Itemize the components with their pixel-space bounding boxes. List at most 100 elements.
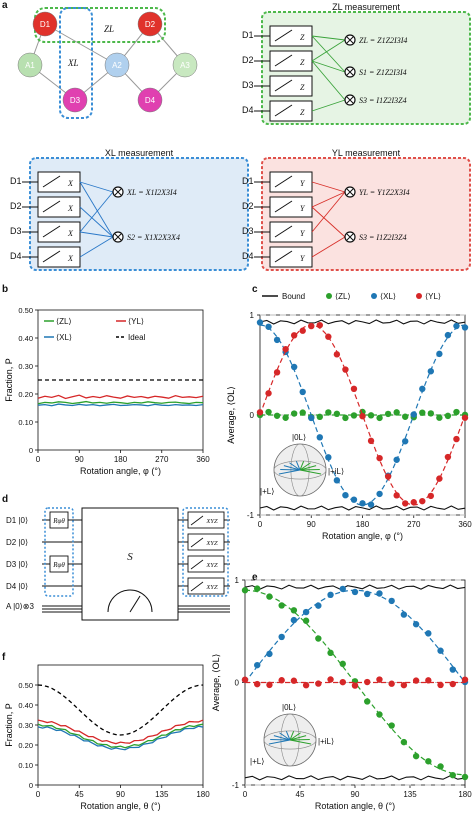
bloch-vector	[273, 735, 291, 741]
meter-needle	[274, 104, 293, 117]
y-tick-label: 0.30	[18, 362, 33, 371]
x-tick-label: 0	[36, 790, 41, 799]
product-cross	[114, 233, 122, 241]
data-point	[412, 677, 420, 684]
data-point	[384, 410, 392, 418]
rotation-gate	[49, 511, 69, 529]
data-point	[299, 327, 306, 334]
y-tick-label: 1	[250, 311, 255, 320]
lattice-edge	[44, 23, 118, 66]
data-point	[376, 490, 383, 498]
measure-gate-label: XYZ	[205, 562, 218, 569]
meter-box	[269, 171, 313, 193]
meter-needle	[274, 175, 293, 188]
data-point	[325, 409, 332, 416]
meter-box	[269, 246, 313, 268]
bloch-label: |0L⟩	[282, 703, 296, 712]
data-point	[299, 409, 306, 416]
lattice-node-label: D2	[145, 20, 156, 29]
bound-line	[259, 505, 466, 511]
data-point	[364, 698, 371, 705]
lattice-node-label: A2	[112, 61, 122, 70]
data-point	[290, 607, 298, 614]
meter-needle	[274, 200, 293, 213]
x-axis-label: Rotation angle, θ (°)	[315, 801, 395, 811]
y-axis-label: Average, ⟨OL⟩	[211, 654, 221, 711]
meter-box	[37, 246, 81, 268]
data-point	[308, 322, 315, 330]
encoding-block	[81, 507, 179, 621]
measure-needle	[190, 515, 204, 526]
y-tick-label: 0	[250, 411, 255, 420]
data-point	[376, 676, 383, 683]
data-point	[449, 680, 456, 688]
series-line	[37, 394, 204, 400]
data-point	[436, 414, 443, 421]
rotation-gate-label: Rφθ	[52, 517, 65, 525]
bloch-vector	[268, 739, 291, 745]
measurement-arrow	[311, 206, 346, 238]
data-point	[437, 763, 444, 770]
bloch-vector	[289, 462, 301, 471]
meter-box	[37, 196, 81, 218]
x-tick-label: 0	[243, 790, 248, 799]
data-point	[364, 590, 371, 598]
data-point	[376, 711, 383, 718]
equation-text: XL = X1I2X3I4	[126, 188, 177, 197]
data-point	[339, 678, 346, 686]
meter-basis: Z	[300, 108, 305, 117]
x-tick-label: 135	[155, 790, 169, 799]
x-tick-label: 180	[114, 455, 128, 464]
bloch-vector	[283, 465, 301, 471]
measure-needle	[190, 581, 204, 592]
data-point	[461, 414, 469, 421]
series-line	[37, 403, 204, 407]
data-point	[376, 590, 383, 597]
bloch-vector	[289, 735, 307, 741]
meter-basis: Y	[300, 179, 306, 188]
data-point	[316, 434, 323, 441]
meter-basis: X	[67, 254, 74, 263]
bloch-label: |+L⟩	[260, 487, 274, 496]
qubit-label: D4	[10, 251, 22, 261]
x-tick-label: 270	[155, 455, 169, 464]
y-tick-label: 0	[235, 679, 240, 688]
data-point	[256, 319, 264, 326]
y-axis-label: Average, ⟨OL⟩	[226, 386, 236, 443]
xl-group-outline	[59, 7, 93, 119]
data-point	[393, 409, 400, 416]
measure-gate	[187, 511, 225, 529]
data-point	[351, 588, 359, 596]
qubit-label: D3	[242, 226, 254, 236]
measurement-box-title: YL measurement	[332, 148, 401, 158]
prep-group	[44, 507, 74, 597]
y-tick-label: 0	[29, 446, 33, 455]
data-point	[388, 722, 395, 729]
lattice-node-label: A3	[180, 61, 190, 70]
data-point	[453, 408, 460, 416]
measure-needle	[190, 537, 204, 548]
measurement-arrow	[311, 35, 346, 41]
data-point	[327, 649, 334, 657]
y-tick-label: 0.10	[18, 418, 33, 427]
y-tick-label: 0.40	[18, 701, 33, 710]
data-point	[256, 409, 264, 416]
meter-needle	[274, 54, 293, 67]
bloch-vector	[289, 739, 312, 745]
bloch-vector	[289, 732, 301, 741]
data-point	[254, 661, 261, 669]
data-point	[400, 611, 408, 618]
panel-letter-e: e	[252, 572, 258, 583]
lattice-node	[104, 52, 130, 78]
measurement-arrow	[79, 231, 114, 238]
meter-needle	[274, 29, 293, 42]
data-point	[315, 635, 322, 642]
data-point	[461, 324, 469, 331]
series-line	[37, 684, 204, 736]
x-tick-label: 360	[196, 455, 210, 464]
x-tick-label: 45	[75, 790, 84, 799]
data-point	[419, 497, 426, 505]
y-tick-label: 0.30	[18, 721, 33, 730]
data-point	[316, 413, 323, 421]
